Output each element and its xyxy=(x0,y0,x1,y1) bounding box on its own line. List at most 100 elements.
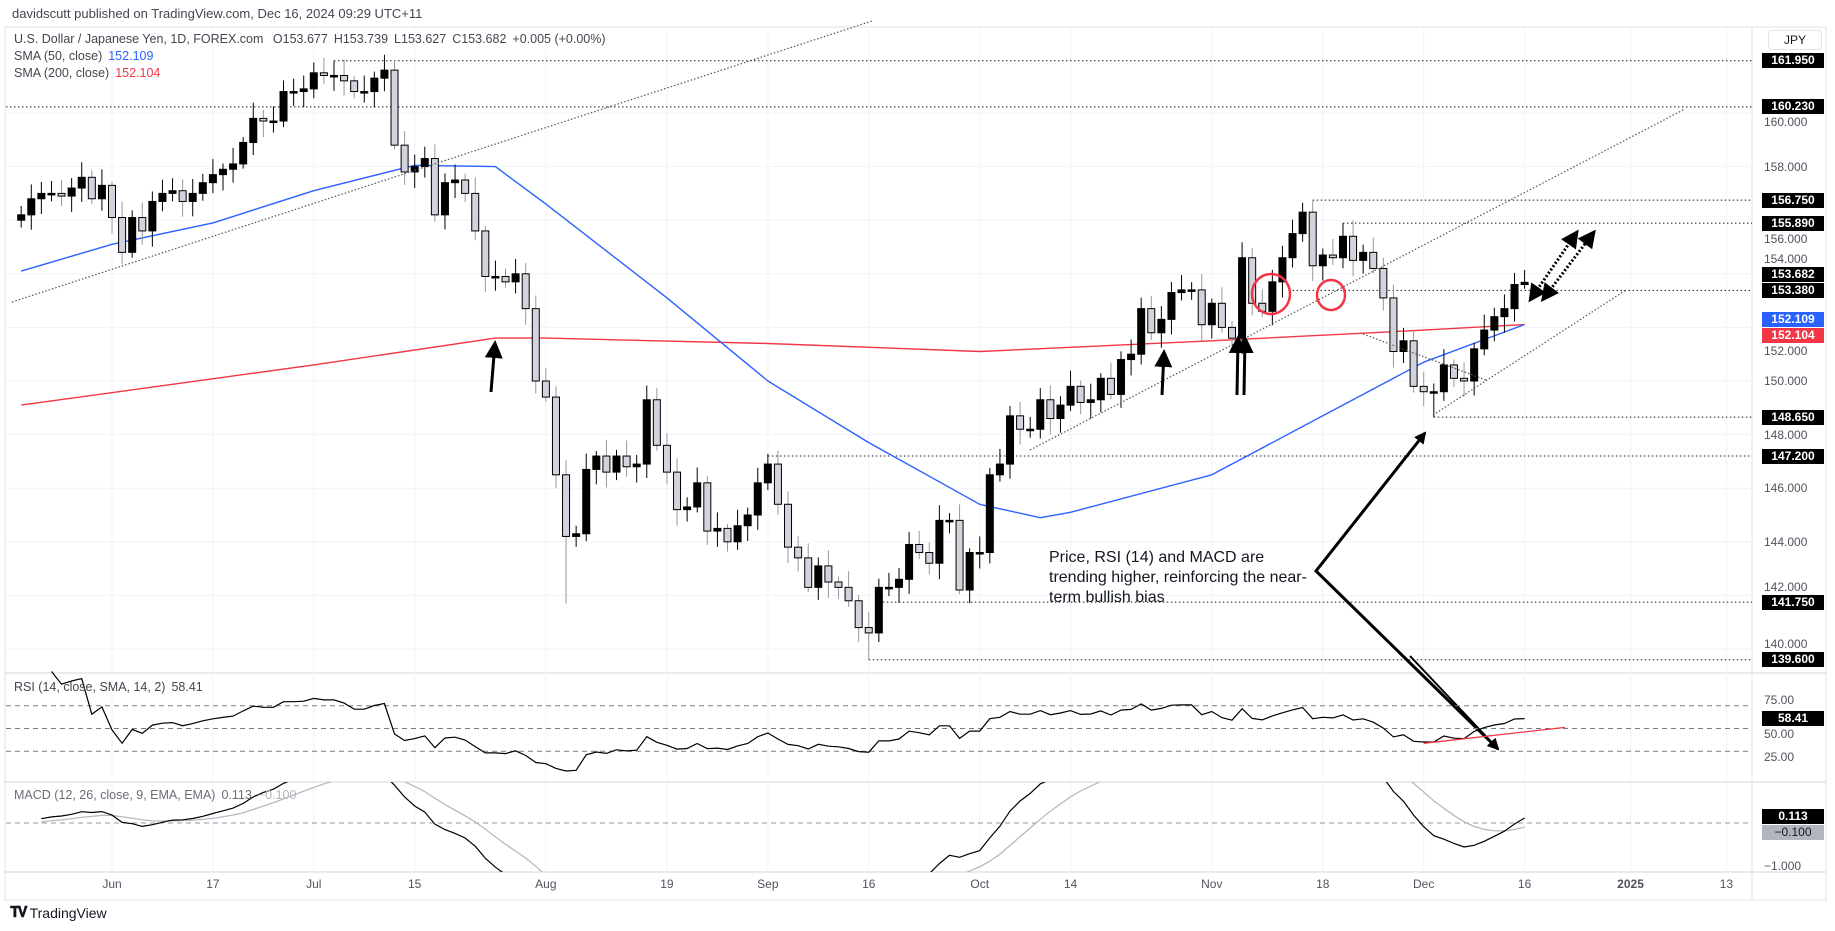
bearish-candle xyxy=(1106,377,1115,395)
bearish-candle xyxy=(1227,326,1236,339)
annotation-text: Price, RSI (14) and MACD are trending hi… xyxy=(1049,549,1307,606)
bullish-candle xyxy=(218,168,227,176)
bullish-candle xyxy=(1470,348,1479,382)
bullish-candle xyxy=(642,399,651,465)
sma200-legend[interactable]: SMA (200, close) 152.104 xyxy=(14,66,166,80)
bullish-candle xyxy=(1268,281,1277,312)
bullish-candle xyxy=(1298,211,1307,235)
sma200-label: SMA (200, close) xyxy=(14,66,110,80)
bullish-candle xyxy=(874,586,883,634)
trendline xyxy=(11,20,873,303)
price-tick-label: 160.000 xyxy=(1764,115,1808,129)
bullish-candle xyxy=(895,578,904,588)
bullish-candle xyxy=(329,74,338,78)
bearish-candle xyxy=(1076,385,1085,403)
bullish-candle xyxy=(1157,318,1166,334)
bearish-candle xyxy=(340,74,349,82)
rsi-legend[interactable]: RSI (14, close, SMA, 14, 2) 58.41 xyxy=(14,680,209,694)
bearish-candle xyxy=(1349,235,1358,261)
price-level-badge: 139.600 xyxy=(1762,652,1824,667)
bearish-candle xyxy=(915,543,924,554)
bearish-candle xyxy=(1369,251,1378,269)
bullish-candle xyxy=(47,192,56,196)
channel-line xyxy=(1432,289,1627,416)
bullish-candle xyxy=(158,192,167,202)
sma50-value: 152.109 xyxy=(108,49,154,63)
bearish-candle xyxy=(844,586,853,602)
bullish-candle xyxy=(945,519,954,523)
bearish-candle xyxy=(108,184,116,219)
price-tick-label: 146.000 xyxy=(1764,481,1808,495)
price-tick-label: 144.000 xyxy=(1764,535,1808,549)
bullish-candle xyxy=(975,552,984,555)
bullish-candle xyxy=(229,163,238,170)
bearish-candle xyxy=(57,192,66,197)
sma50-legend[interactable]: SMA (50, close) 152.109 xyxy=(14,49,159,63)
ohlc-low: L153.627 xyxy=(394,32,447,46)
bearish-candle xyxy=(87,176,96,200)
bearish-candle xyxy=(430,158,439,216)
time-label: 14 xyxy=(1063,877,1078,891)
ohlc-high: H153.739 xyxy=(333,32,389,46)
price-level-badge: 155.890 xyxy=(1762,216,1824,231)
macd-signal-value: −0.100 xyxy=(257,788,297,802)
bullish-candle xyxy=(1338,235,1347,259)
bullish-candle xyxy=(935,519,944,564)
rsi-value: 58.41 xyxy=(171,680,203,694)
tradingview-logo[interactable]: 𝐓𝐕 TradingView xyxy=(10,904,107,921)
rsi-tick-label: 50.00 xyxy=(1764,727,1795,741)
bullish-candle xyxy=(814,565,823,588)
bullish-candle xyxy=(1187,289,1196,292)
chart-frame xyxy=(4,26,1827,901)
bullish-candle xyxy=(985,474,994,554)
macd-legend[interactable]: MACD (12, 26, close, 9, EMA, EMA) 0.113 −0… xyxy=(14,788,302,802)
projection-arrow-icon xyxy=(1540,229,1596,302)
bullish-candle xyxy=(582,468,591,535)
bearish-candle xyxy=(390,69,399,146)
macd-tick-label: −1.000 xyxy=(1764,859,1802,873)
bearish-candle xyxy=(138,217,147,232)
rsi-label: RSI (14, close, SMA, 14, 2) xyxy=(14,680,166,694)
bullish-candle xyxy=(612,455,621,473)
sma50-badge: 152.109 xyxy=(1762,312,1824,327)
bullish-candle xyxy=(491,275,500,279)
macd-value: 0.113 xyxy=(221,788,252,802)
symbol-name[interactable]: U.S. Dollar / Japanese Yen, 1D, FOREX.co… xyxy=(14,32,264,46)
bearish-candle xyxy=(925,552,934,564)
candles xyxy=(17,54,1529,660)
price-tick-label: 140.000 xyxy=(1764,637,1808,651)
bullish-candle xyxy=(995,463,1004,476)
time-label: Sep xyxy=(757,877,779,891)
bearish-candle xyxy=(350,80,359,93)
bearish-candle xyxy=(1389,297,1398,353)
rsi-tick-label: 25.00 xyxy=(1764,750,1795,764)
price-tick-label: 150.000 xyxy=(1764,374,1808,388)
currency-button[interactable]: JPY xyxy=(1768,30,1822,50)
time-label: 17 xyxy=(206,877,220,891)
bearish-candle xyxy=(471,192,480,232)
symbol-legend: U.S. Dollar / Japanese Yen, 1D, FOREX.co… xyxy=(14,32,612,46)
bullish-candle xyxy=(440,182,449,216)
ohlc-open: O153.677 xyxy=(272,32,328,46)
bullish-candle xyxy=(1096,377,1105,401)
bullish-candle xyxy=(905,543,914,580)
bullish-candle xyxy=(1278,257,1287,283)
bearish-candle xyxy=(673,471,682,511)
price-tick-label: 158.000 xyxy=(1764,160,1808,174)
bearish-candle xyxy=(562,474,571,537)
bullish-candle xyxy=(1238,257,1247,339)
bullish-candle xyxy=(1167,292,1176,320)
macd-signal-badge: −0.100 xyxy=(1762,825,1824,840)
bullish-candle xyxy=(1500,308,1509,318)
projection-arrow-icon xyxy=(1528,229,1579,303)
bearish-candle xyxy=(1419,385,1428,393)
bullish-candle xyxy=(1086,399,1095,403)
price-level-badge: 156.750 xyxy=(1762,193,1824,208)
bearish-candle xyxy=(1409,340,1418,387)
bearish-candle xyxy=(178,190,187,202)
bullish-candle xyxy=(380,69,389,79)
bearish-candle xyxy=(1147,308,1156,334)
rsi-line xyxy=(51,671,1525,772)
bullish-candle xyxy=(511,273,520,283)
